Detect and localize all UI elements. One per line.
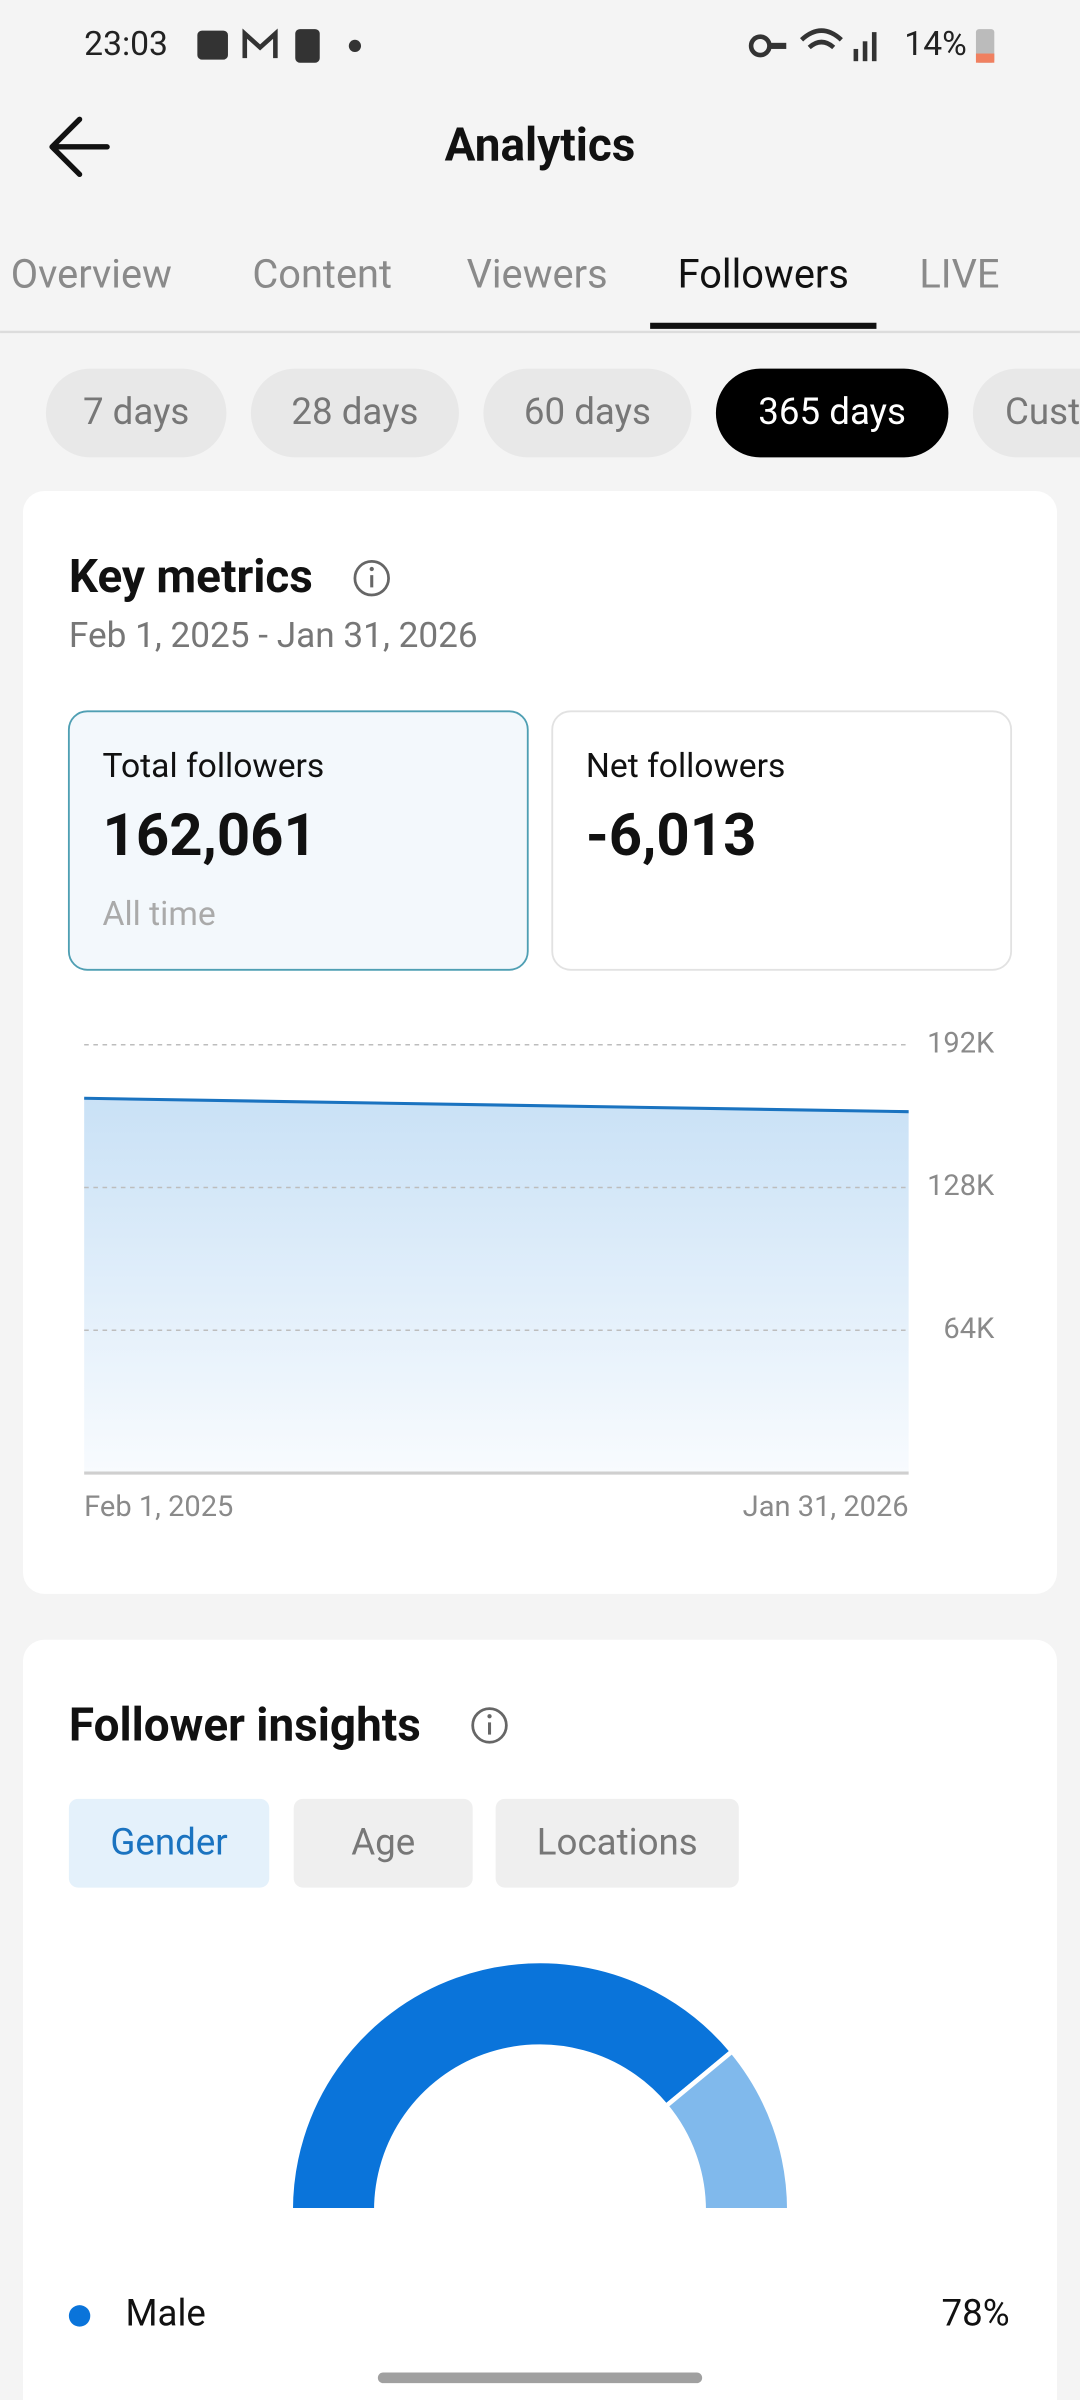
legend-label: Male <box>125 2292 205 2335</box>
metric-card[interactable] <box>551 710 1013 971</box>
insight-tab-label: Locations <box>537 1820 698 1863</box>
tab-bar: Overview Content Viewers Followers LIVE <box>11 250 1000 329</box>
metric-label: Total followers <box>103 747 325 786</box>
period-chip-label: 7 days <box>83 390 189 433</box>
period-chip-label: 60 days <box>524 390 651 433</box>
status-time: 23:03 <box>84 25 168 64</box>
info-icon[interactable] <box>353 560 390 597</box>
metric-value: -6,013 <box>586 802 757 870</box>
insight-tab[interactable] <box>293 1798 473 1888</box>
section-title: Follower insights <box>69 1699 421 1753</box>
period-chip-label: Custom <box>1005 390 1080 433</box>
tab[interactable]: Content <box>252 250 392 297</box>
section-title: Key metrics <box>69 550 313 604</box>
y-tick-label: 192K <box>927 1026 995 1060</box>
status-icons <box>197 28 995 63</box>
metric-note: All time <box>103 895 216 934</box>
metric-label: Net followers <box>586 747 786 786</box>
header-title: Analytics <box>445 118 636 172</box>
date-range: Feb 1, 2025 - Jan 31, 2026 <box>69 614 478 656</box>
home-indicator <box>377 2372 703 2384</box>
insight-tab-label: Age <box>351 1820 415 1863</box>
metric-value: 162,061 <box>103 802 317 870</box>
tab-underline <box>650 322 877 329</box>
insight-tabs: Gender Age Locations <box>68 1798 739 1888</box>
period-chip[interactable] <box>483 368 692 458</box>
tab[interactable]: LIVE <box>919 250 999 297</box>
back-button[interactable] <box>49 116 110 178</box>
insight-tab-label: Gender <box>110 1820 227 1863</box>
period-chip[interactable] <box>715 368 949 458</box>
insight-tab[interactable] <box>495 1798 739 1888</box>
legend-value: 78% <box>941 2292 1009 2335</box>
tab[interactable]: Overview <box>11 250 172 297</box>
period-chip[interactable] <box>45 368 227 458</box>
period-chips: 7 days 28 days 60 days 365 days Custom <box>45 368 1080 458</box>
y-tick-label: 128K <box>927 1169 995 1203</box>
status-battery: 14% <box>904 25 966 64</box>
line-chart: 64K 128K 192K Feb 1, 2025 Jan 31, 2026 <box>84 1026 995 1524</box>
tab[interactable]: Viewers <box>467 250 608 297</box>
legend-dot <box>68 2305 91 2327</box>
tab[interactable]: Followers <box>678 250 849 297</box>
area <box>84 1098 909 1474</box>
line <box>84 1096 909 1114</box>
period-chip[interactable] <box>972 368 1080 458</box>
period-chip-label: 28 days <box>291 390 418 433</box>
x-tick-label: Feb 1, 2025 <box>84 1490 233 1524</box>
period-chip[interactable] <box>250 368 459 458</box>
x-tick-label: Jan 31, 2026 <box>743 1490 909 1524</box>
info-icon[interactable] <box>471 1707 508 1744</box>
y-tick-label: 64K <box>943 1312 995 1346</box>
period-chip-label: 365 days <box>758 390 906 433</box>
gender-gauge: Male 78% <box>68 1958 1010 2335</box>
metric-card[interactable] <box>67 710 529 971</box>
insight-tab[interactable] <box>68 1798 270 1888</box>
gauge-segment <box>662 2048 792 2213</box>
gauge-segment <box>288 1958 736 2213</box>
